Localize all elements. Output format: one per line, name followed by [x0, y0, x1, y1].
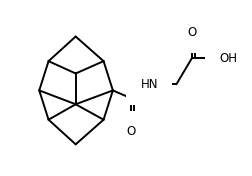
Text: O: O	[126, 125, 135, 138]
Text: O: O	[187, 26, 197, 39]
Text: HN: HN	[141, 78, 158, 91]
Text: OH: OH	[219, 52, 237, 65]
